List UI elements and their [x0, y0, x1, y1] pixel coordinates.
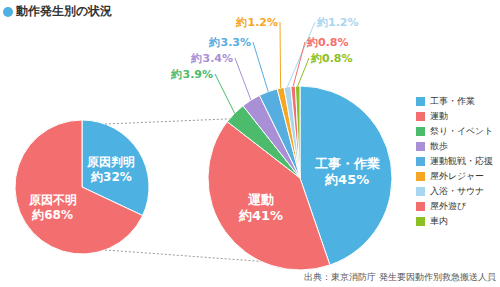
svg-text:運動約41%: 運動約41%	[238, 192, 283, 223]
svg-text:約0.8%: 約0.8%	[306, 36, 349, 49]
html-text:出典：東京消防庁 発生要因動作別救急搬送人員: 出典：東京消防庁 発生要因動作別救急搬送人員	[304, 272, 496, 282]
html-text:動作発生別の状況: 動作発生別の状況	[16, 4, 112, 18]
html-text:祭り・イベント: 祭り・イベント	[430, 126, 493, 136]
html-text:屋外遊び: 屋外遊び	[430, 201, 466, 211]
html-text:屋外レジャー: 屋外レジャー	[430, 171, 484, 181]
html-text:散歩: 散歩	[430, 141, 448, 151]
svg-text:原因判明約32%: 原因判明約32%	[86, 155, 135, 184]
svg-text:約3.4%: 約3.4%	[190, 52, 233, 65]
html-text:入浴・サウナ: 入浴・サウナ	[430, 186, 484, 196]
svg-text:工事・作業約45%: 工事・作業約45%	[314, 156, 380, 187]
svg-text:約1.2%: 約1.2%	[235, 16, 278, 29]
svg-text:約3.3%: 約3.3%	[208, 36, 251, 49]
html-text:運動: 運動	[430, 111, 448, 121]
html-text:運動観戦・応援: 運動観戦・応援	[430, 156, 493, 166]
svg-text:原因不明約68%: 原因不明約68%	[28, 193, 77, 222]
svg-text:約0.8%: 約0.8%	[310, 52, 353, 65]
svg-text:約1.2%: 約1.2%	[316, 16, 359, 29]
html-text:車内: 車内	[430, 216, 448, 226]
html-text:工事・作業: 工事・作業	[430, 96, 475, 106]
svg-text:約3.9%: 約3.9%	[170, 68, 213, 81]
